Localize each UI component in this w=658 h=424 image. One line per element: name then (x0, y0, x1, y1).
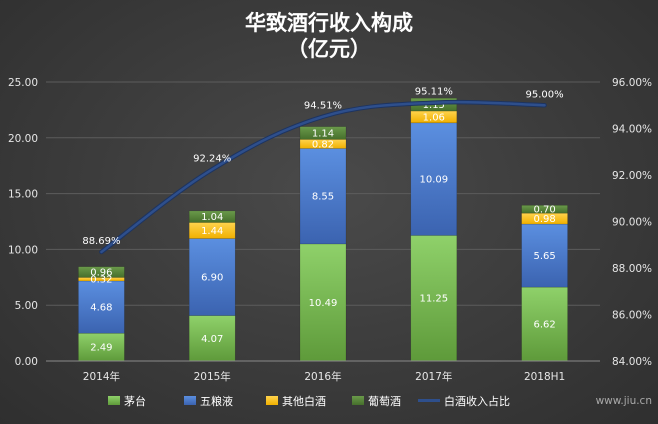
left-axis-tick-label: 5.00 (15, 300, 38, 312)
legend-label: 葡萄酒 (368, 395, 401, 408)
legend: 茅台 五粮液 其他白酒 葡萄酒 白酒收入占比 (108, 394, 510, 408)
bar-segment-label: 1.14 (312, 129, 334, 140)
left-axis-tick-label: 20.00 (8, 133, 38, 145)
legend-label: 五粮液 (200, 394, 233, 408)
right-axis-tick-label: 88.00% (612, 263, 652, 275)
left-axis-tick-label: 0.00 (15, 356, 38, 368)
legend-swatch (184, 396, 196, 405)
bar-segment-label: 2.49 (90, 343, 112, 354)
legend-swatch (108, 396, 120, 405)
bar-segment (188, 210, 236, 223)
x-axis-tick-label: 2016年 (304, 370, 341, 383)
bars: 2.49 4.68 0.320.96 4.07 6.90 1.44 1.04 10.49 8.5… (78, 97, 568, 362)
bar-segment (410, 235, 458, 362)
legend-swatch (352, 396, 364, 405)
bar-segment (521, 286, 568, 362)
x-axis-tick-label: 2018H1 (524, 371, 565, 383)
bar-segment-label: 4.68 (90, 303, 112, 314)
left-axis-tick-label: 10.00 (8, 244, 38, 256)
bar-segment (521, 223, 568, 288)
ratio-line: 88.69% 92.24% 94.51% 95.11% 95.00% (82, 87, 564, 255)
chart-subtitle: （亿元） (287, 37, 371, 61)
bar-segment (410, 122, 458, 236)
bar-segment-label: 0.32 (90, 275, 112, 286)
bar-segment (78, 266, 125, 278)
bar-segment-label: 6.90 (201, 273, 223, 284)
bar-segment-label: 5.65 (533, 251, 555, 262)
bar-segment-label: 0.98 (533, 214, 555, 225)
legend-swatch (266, 396, 278, 405)
bar-segment-label: 1.04 (201, 212, 223, 223)
bar-segment-label: 1.15 (423, 100, 445, 111)
right-axis-tick-label: 96.00% (612, 77, 652, 89)
bar-segment (521, 212, 568, 225)
right-axis-tick-label: 84.00% (612, 356, 652, 368)
ratio-line-label: 94.51% (304, 101, 342, 112)
right-axis-tick-label: 92.00% (612, 170, 652, 182)
x-axis-tick-label: 2014年 (83, 370, 120, 383)
ratio-line-label: 92.24% (193, 153, 231, 164)
ratio-line-label: 95.11% (415, 87, 453, 98)
bar-segment-label: 1.06 (423, 112, 445, 123)
bar-segment-label: 0.96 (90, 268, 112, 279)
bar-segment-label: 10.49 (309, 298, 338, 309)
ratio-line-label: 88.69% (82, 236, 120, 247)
left-axis-tick-label: 15.00 (8, 189, 38, 201)
right-axis-tick-label: 86.00% (612, 310, 652, 322)
left-axis-tick-label: 25.00 (8, 77, 38, 89)
bar-segment-label: 1.44 (201, 226, 223, 237)
x-axis-tick-label: 2017年 (415, 370, 452, 383)
ratio-line-path (100, 100, 546, 254)
bar-segment (521, 205, 568, 214)
x-axis-ticks: 2014年 2015年 2016年 2017年 2018H1 (46, 360, 600, 383)
bar-segment-label: 8.55 (312, 192, 334, 203)
bar-segment-label: 11.25 (419, 294, 448, 305)
legend-label: 茅台 (124, 394, 146, 408)
bar-segment-label: 4.07 (201, 334, 223, 345)
bar-segment (299, 243, 347, 362)
bar-segment-label: 10.09 (419, 175, 448, 186)
bar-segment (78, 280, 125, 334)
legend-label: 其他白酒 (282, 394, 326, 408)
left-axis-ticks: 0.00 5.00 10.00 15.00 20.00 25.00 (8, 77, 38, 368)
bar-segment-label: 6.62 (533, 320, 555, 331)
right-axis-ticks: 84.00% 86.00% 88.00% 90.00% 92.00% 94.00% 96.0… (612, 77, 652, 368)
legend-label: 白酒收入占比 (444, 394, 510, 408)
bar-segment-label: 0.70 (533, 205, 555, 216)
watermark: www.jiu.cn (596, 395, 652, 407)
right-axis-tick-label: 94.00% (612, 124, 652, 136)
chart-title: 华致酒行收入构成 (245, 11, 413, 35)
bar-segment (299, 126, 347, 140)
x-axis-tick-label: 2015年 (194, 370, 231, 383)
bar-segment (299, 148, 347, 245)
right-axis-tick-label: 90.00% (612, 217, 652, 229)
bar-segment-label: 0.82 (312, 139, 334, 150)
ratio-line-label: 95.00% (526, 89, 564, 100)
